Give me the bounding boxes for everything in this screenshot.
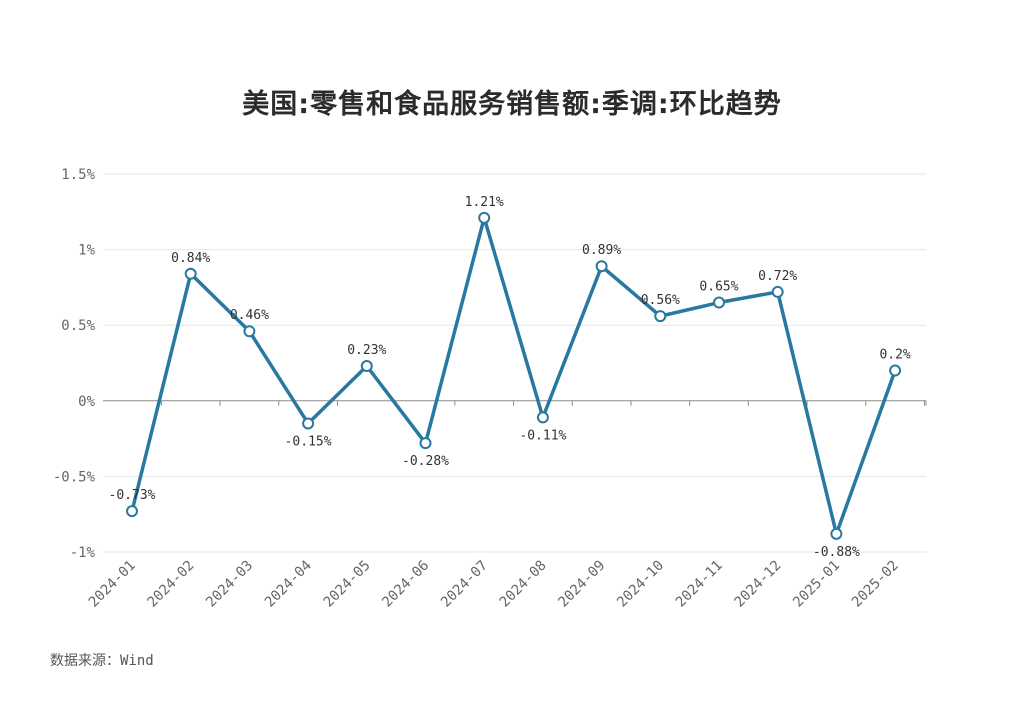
data-label: -0.11% bbox=[519, 428, 566, 443]
data-point bbox=[126, 505, 138, 518]
data-label: 0.56% bbox=[641, 293, 680, 308]
data-point bbox=[360, 360, 373, 373]
x-axis-ticks: 2024-01 2024-02 2024-03 2024-04 2024-05 2024-… bbox=[86, 558, 902, 611]
y-tick-label: -0.5% bbox=[53, 469, 96, 485]
data-label: 0.65% bbox=[699, 280, 738, 295]
x-tick-label: 2024-11 bbox=[673, 558, 726, 611]
x-tick-label: 2024-05 bbox=[321, 558, 374, 611]
x-tick-label: 2024-06 bbox=[379, 558, 432, 611]
data-point bbox=[654, 310, 667, 323]
y-tick-label: 0.5% bbox=[61, 318, 95, 334]
grid-lines bbox=[103, 173, 926, 553]
data-point bbox=[713, 296, 725, 309]
data-labels: -0.73% 0.84% 0.46% -0.15% 0.23% -0.28% 1.21% -0… bbox=[109, 195, 911, 560]
chart-title: 美国:零售和食品服务销售额:季调:环比趋势 bbox=[242, 89, 782, 120]
data-label: 0.2% bbox=[879, 348, 910, 363]
x-tick-label: 2024-12 bbox=[731, 558, 784, 611]
x-tick-label: 2024-01 bbox=[86, 558, 139, 611]
data-points bbox=[126, 211, 902, 540]
source-note: 数据来源：Wind bbox=[50, 653, 154, 669]
y-tick-label: -1% bbox=[70, 545, 96, 561]
data-point bbox=[889, 364, 902, 377]
y-axis-ticks: 1.5% 1% 0.5% 0% -0.5% -1% bbox=[53, 167, 96, 561]
data-label: 0.89% bbox=[582, 243, 621, 258]
data-point bbox=[536, 411, 549, 424]
data-point bbox=[830, 527, 843, 540]
x-tick-label: 2024-10 bbox=[614, 558, 667, 611]
x-tick-label: 2024-07 bbox=[438, 558, 491, 611]
data-label: 0.23% bbox=[347, 343, 386, 358]
x-tick-label: 2024-03 bbox=[203, 558, 256, 611]
x-tick-label: 2024-02 bbox=[144, 558, 197, 611]
data-label: -0.15% bbox=[285, 434, 332, 449]
series-line bbox=[130, 216, 897, 536]
data-label: 0.72% bbox=[758, 269, 797, 284]
data-point bbox=[184, 267, 197, 280]
data-label: 0.46% bbox=[230, 308, 269, 323]
x-tick-label: 2024-08 bbox=[497, 558, 550, 611]
data-label: 1.21% bbox=[465, 195, 504, 210]
data-label: -0.88% bbox=[813, 545, 860, 560]
data-point bbox=[595, 260, 608, 273]
x-tick-label: 2024-04 bbox=[262, 558, 315, 611]
data-label: -0.28% bbox=[402, 454, 449, 469]
data-point bbox=[302, 417, 315, 430]
data-point bbox=[243, 325, 256, 338]
y-tick-label: 0% bbox=[78, 394, 95, 410]
data-point bbox=[771, 285, 784, 298]
x-tick-label: 2025-02 bbox=[849, 558, 902, 611]
series-polyline bbox=[130, 216, 897, 536]
x-tick-label: 2025-01 bbox=[790, 558, 843, 611]
y-tick-label: 1% bbox=[78, 243, 95, 259]
y-tick-label: 1.5% bbox=[61, 167, 95, 183]
x-tick-label: 2024-09 bbox=[555, 558, 608, 611]
data-point bbox=[419, 437, 432, 450]
data-label: -0.73% bbox=[109, 488, 156, 503]
data-label: 0.84% bbox=[171, 251, 210, 266]
data-point bbox=[478, 211, 491, 224]
